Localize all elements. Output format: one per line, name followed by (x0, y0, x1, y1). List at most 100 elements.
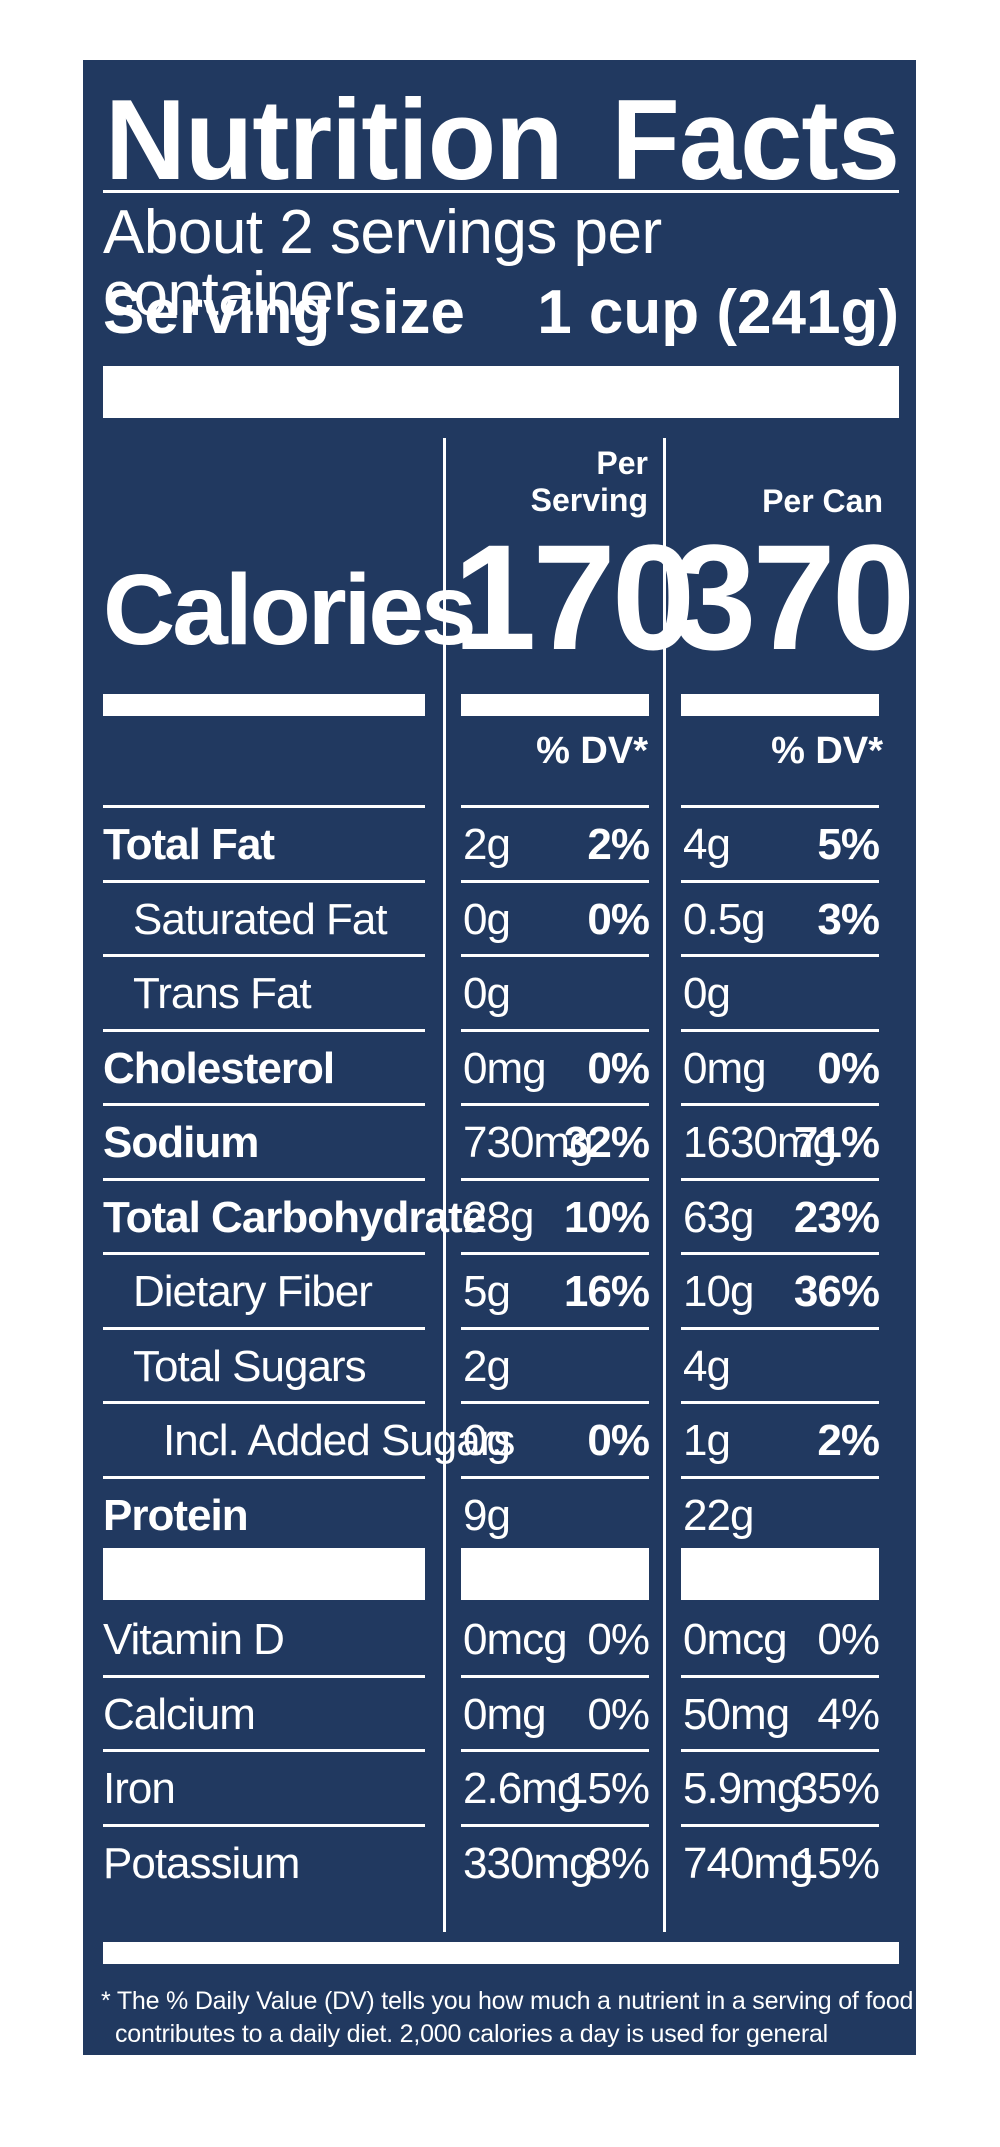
vitamin-rule-3 (681, 1823, 879, 1827)
can-dv: 3% (817, 894, 880, 944)
serving-dv: 32% (563, 1118, 650, 1167)
can-dv: 36% (793, 1267, 880, 1316)
nutrient-name: Total Fat (103, 820, 275, 869)
row-rule-2 (461, 1103, 649, 1106)
serving-dv: 10% (563, 1192, 650, 1242)
can-amount: 0mg (683, 1043, 767, 1093)
can-dv: 0% (817, 1043, 880, 1093)
row-rule-1 (103, 1401, 425, 1404)
row-rule-3 (681, 1252, 879, 1255)
row-rule-3 (681, 1177, 879, 1181)
can-amount: 1630mg (683, 1118, 837, 1167)
can-amount: 4g (683, 820, 731, 869)
row-rule-3 (681, 1103, 879, 1106)
row-rule-top-3 (681, 805, 879, 808)
serving-size-row: Serving size 1 cup (241g) (103, 282, 899, 344)
col1-header: Per Serving (463, 445, 648, 519)
vitamin-name: Vitamin D (103, 1615, 285, 1664)
nutrient-name: Sodium (103, 1118, 259, 1167)
serving-amount: 9g (463, 1490, 511, 1540)
serving-dv: 16% (563, 1267, 650, 1316)
row-rule-2 (461, 954, 649, 957)
row-rule-1 (103, 1103, 425, 1106)
vitamin-rule-1 (103, 1674, 425, 1678)
can-amount: 0g (683, 969, 731, 1018)
vitamin-serving-amount: 0mcg (463, 1615, 568, 1664)
row-rule-1 (103, 1177, 425, 1181)
bottom-bar (103, 1942, 899, 1964)
serving-amount: 730mg (463, 1118, 594, 1167)
row-rule-3 (681, 879, 879, 883)
dv-header-can: % DV* (771, 730, 883, 772)
vitamin-can-amount: 740mg (683, 1838, 814, 1888)
serving-dv: 0% (587, 894, 650, 944)
label-title: Nutrition Facts (105, 75, 900, 204)
col1-header-line2: Serving (530, 481, 648, 518)
serving-amount: 0g (463, 969, 511, 1018)
vitamin-can-amount: 0mcg (683, 1615, 788, 1664)
serving-size-label: Serving size (103, 278, 465, 347)
divider-right (663, 438, 666, 1932)
serving-size-value: 1 cup (241g) (537, 278, 899, 347)
vitamin-rule-1 (103, 1749, 425, 1752)
protein-bar-1 (103, 1548, 425, 1600)
vitamin-rule-2 (461, 1749, 649, 1752)
nutrient-name: Saturated Fat (133, 894, 388, 944)
vitamin-rule-3 (681, 1674, 879, 1678)
nutrient-name: Total Sugars (133, 1341, 367, 1391)
serving-amount: 28g (463, 1192, 534, 1242)
row-rule-1 (103, 1252, 425, 1255)
footnote: * The % Daily Value (DV) tells you how m… (101, 1985, 916, 2083)
row-rule-2 (461, 1475, 649, 1479)
serving-dv: 0% (587, 1416, 650, 1465)
serving-amount: 0mg (463, 1043, 547, 1093)
vitamin-can-dv: 4% (817, 1689, 880, 1739)
vitamin-rule-3 (681, 1749, 879, 1752)
title-right: Facts (611, 75, 900, 204)
footnote-line1: * The % Daily Value (DV) tells you how m… (101, 1987, 914, 2015)
nutrient-name: Cholesterol (103, 1043, 335, 1093)
divider-left (443, 438, 446, 1932)
can-amount: 4g (683, 1341, 731, 1391)
vitamin-name: Potassium (103, 1838, 300, 1888)
title-left: Nutrition (105, 75, 564, 204)
title-rule (103, 190, 899, 193)
row-rule-2 (461, 1252, 649, 1255)
vitamin-serving-dv: 15% (563, 1764, 650, 1813)
can-amount: 1g (683, 1416, 731, 1465)
col1-header-line1: Per (596, 445, 648, 481)
row-rule-1 (103, 1326, 425, 1330)
thick-bar-top (103, 366, 899, 418)
serving-amount: 0g (463, 1416, 511, 1465)
col2-header: Per Can (762, 483, 883, 519)
row-rule-2 (461, 1326, 649, 1330)
can-amount: 22g (683, 1490, 754, 1540)
serving-amount: 2g (463, 1341, 511, 1391)
vitamin-serving-amount: 330mg (463, 1838, 594, 1888)
calories-bar-1 (103, 694, 425, 716)
vitamin-rule-1 (103, 1823, 425, 1827)
vitamin-rule-2 (461, 1674, 649, 1678)
vitamin-can-dv: 15% (793, 1838, 880, 1888)
calories-bar-2 (461, 694, 649, 716)
row-rule-top-1 (103, 805, 425, 808)
row-rule-1 (103, 1475, 425, 1479)
vitamin-serving-dv: 0% (587, 1615, 650, 1664)
serving-dv: 0% (587, 1043, 650, 1093)
row-rule-3 (681, 1475, 879, 1479)
nutrient-name: Protein (103, 1490, 249, 1540)
protein-bar-3 (681, 1548, 879, 1600)
vitamin-serving-amount: 2.6mg (463, 1764, 581, 1813)
vitamin-can-amount: 50mg (683, 1689, 790, 1739)
nutrient-name: Total Carbohydrate (103, 1192, 486, 1242)
vitamin-serving-dv: 8% (587, 1838, 650, 1888)
row-rule-3 (681, 1326, 879, 1330)
row-rule-2 (461, 1177, 649, 1181)
calories-label: Calories (103, 554, 477, 666)
footnote-line2: contributes to a daily diet. 2,000 calor… (115, 2019, 829, 2081)
can-dv: 71% (793, 1118, 880, 1167)
row-rule-3 (681, 1401, 879, 1404)
can-amount: 0.5g (683, 894, 766, 944)
row-rule-2 (461, 879, 649, 883)
nutrition-facts-label: Nutrition Facts About 2 servings per con… (83, 60, 916, 2080)
